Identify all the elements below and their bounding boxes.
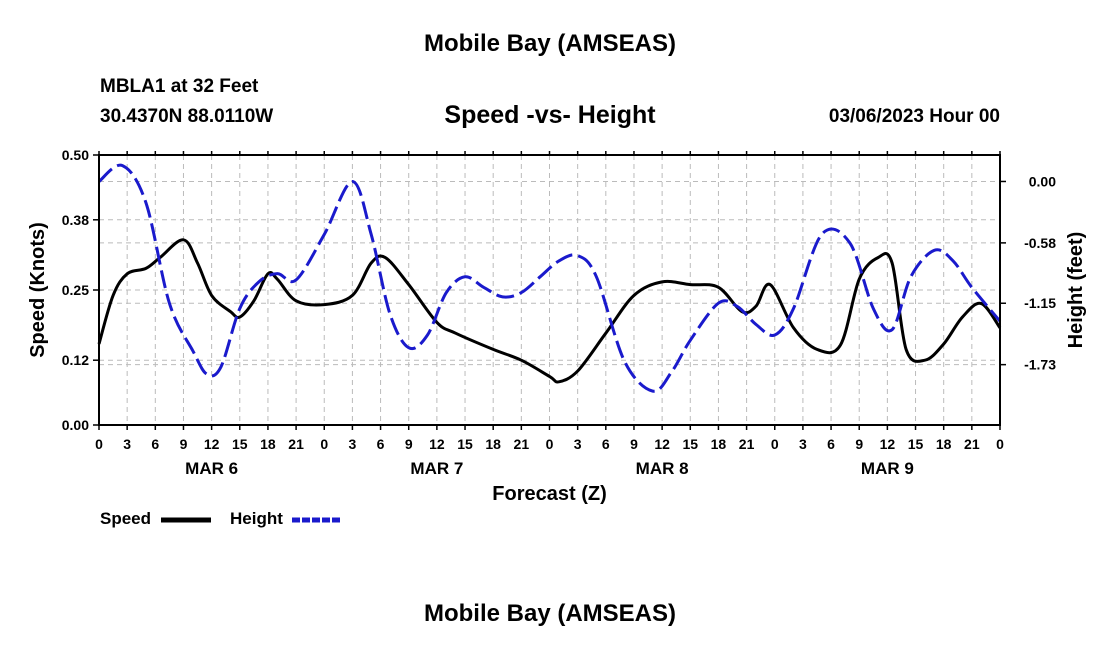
legend-speed-label: Speed	[100, 509, 152, 528]
station-name: MBLA1 at 32 Feet	[100, 76, 259, 97]
speed-tick-label: 0.12	[62, 352, 89, 368]
day-label: MAR 9	[861, 459, 914, 478]
x-tick-label: 6	[827, 436, 835, 452]
height-tick-label: -0.58	[1024, 235, 1056, 251]
height-tick-label: -1.15	[1024, 295, 1056, 311]
day-label: MAR 7	[410, 459, 463, 478]
x-tick-label: 21	[288, 436, 304, 452]
x-tick-label: 15	[232, 436, 248, 452]
plot-frame	[98, 154, 1001, 426]
x-tick-label: 21	[739, 436, 755, 452]
x-tick-label: 18	[260, 436, 276, 452]
x-tick-label: 3	[799, 436, 807, 452]
speed-axis-label: Speed (Knots)	[27, 222, 49, 358]
height-tick-label: -1.73	[1024, 357, 1056, 373]
x-tick-label: 0	[95, 436, 103, 452]
x-tick-label: 3	[574, 436, 582, 452]
height-tick-label: 0.00	[1029, 173, 1056, 189]
x-tick-label: 9	[405, 436, 413, 452]
x-tick-label: 12	[204, 436, 220, 452]
x-tick-label: 12	[429, 436, 445, 452]
height-axis-label: Height (feet)	[1065, 232, 1087, 349]
main-title: Mobile Bay (AMSEAS)	[423, 30, 677, 57]
x-tick-label: 6	[377, 436, 385, 452]
x-tick-label: 15	[908, 436, 924, 452]
day-labels: MAR 6 MAR 7 MAR 8 MAR 9	[185, 459, 914, 478]
x-tick-label: 9	[855, 436, 863, 452]
bottom-title: Mobile Bay (AMSEAS)	[423, 600, 677, 627]
x-tick-label: 3	[123, 436, 131, 452]
x-tick-label: 0	[771, 436, 779, 452]
x-tick-label: 0	[996, 436, 1004, 452]
chart-title: Speed -vs- Height	[444, 101, 656, 129]
station-coordinates: 30.4370N 88.0110W	[100, 106, 274, 127]
x-tick-label: 21	[514, 436, 530, 452]
x-tick-label: 15	[682, 436, 698, 452]
speed-tick-label: 0.00	[62, 417, 89, 433]
x-tick-label: 6	[602, 436, 610, 452]
series-lines	[97, 163, 1002, 393]
forecast-date: 03/06/2023 Hour 00	[828, 106, 1000, 127]
x-tick-label: 6	[151, 436, 159, 452]
grid-lines	[99, 155, 1000, 425]
speed-tick-label: 0.25	[62, 282, 89, 298]
x-tick-label: 9	[180, 436, 188, 452]
speed-axis-ticks: 0.00 0.12 0.25 0.38 0.50	[62, 147, 99, 433]
x-tick-label: 18	[936, 436, 952, 452]
height-axis-ticks: 0.00 -0.58 -1.15 -1.73	[1000, 173, 1056, 373]
legend-height-label: Height	[230, 509, 283, 528]
x-tick-label: 15	[457, 436, 473, 452]
x-tick-label: 0	[546, 436, 554, 452]
x-tick-label: 21	[964, 436, 980, 452]
x-tick-label: 0	[320, 436, 328, 452]
speed-series-line	[97, 238, 1002, 384]
x-tick-label: 3	[349, 436, 357, 452]
speed-tick-label: 0.38	[62, 212, 89, 228]
x-tick-label: 12	[654, 436, 670, 452]
height-series-line	[98, 163, 1002, 393]
speed-tick-label: 0.50	[62, 147, 89, 163]
x-tick-label: 18	[485, 436, 501, 452]
x-tick-label: 18	[711, 436, 727, 452]
x-tick-label: 12	[880, 436, 896, 452]
day-label: MAR 6	[185, 459, 238, 478]
x-axis-ticks: 0 3 6 9 12 15 18 21 0 3 6 9 12 15 18 21 0 3 6 9 12 15 18 21 0 3 6 9…	[95, 151, 1004, 452]
x-tick-label: 9	[630, 436, 638, 452]
day-label: MAR 8	[636, 459, 689, 478]
x-axis-label: Forecast (Z)	[492, 483, 606, 505]
